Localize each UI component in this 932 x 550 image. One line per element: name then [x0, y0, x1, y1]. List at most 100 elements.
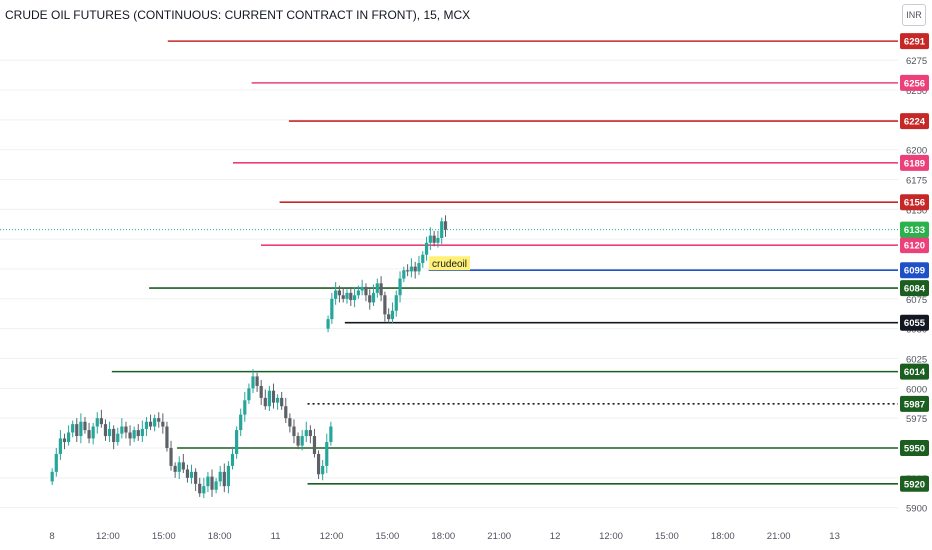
price-tag-bg	[900, 439, 929, 456]
candle	[326, 315, 330, 333]
candle	[50, 468, 54, 485]
price-tag-bg	[900, 314, 929, 331]
candle-body	[383, 295, 387, 315]
candle	[194, 468, 198, 491]
price-tag-label: 6099	[904, 266, 925, 277]
candle-body	[247, 388, 251, 401]
price-tag-bg	[900, 33, 929, 50]
price-tag-bg	[900, 237, 929, 254]
candle	[428, 227, 432, 250]
candle	[304, 421, 308, 443]
candle	[251, 369, 255, 394]
currency-button[interactable]: INR	[902, 4, 926, 26]
price-tag-label: 6084	[904, 284, 926, 295]
price-tag-bg	[900, 154, 929, 171]
candle-body	[71, 424, 75, 433]
candle-body	[424, 242, 429, 255]
candle	[91, 422, 95, 445]
price-tag-6156: 6156	[900, 194, 929, 211]
candle-body	[75, 424, 79, 437]
x-tick-label: 13	[829, 531, 840, 542]
price-tag-bg	[900, 395, 929, 412]
candle	[230, 446, 235, 470]
candle	[394, 290, 398, 317]
candle-body	[413, 266, 417, 272]
candle	[83, 416, 87, 434]
x-tick-label: 18:00	[431, 531, 455, 542]
candle-body	[296, 436, 300, 446]
candle-body	[325, 442, 329, 466]
candle	[413, 261, 417, 279]
candle-body	[83, 421, 87, 431]
price-tag-6133: 6133	[900, 221, 929, 238]
price-tag-label: 6014	[904, 367, 926, 378]
x-tick-label: 15:00	[655, 531, 679, 542]
price-tag-bg	[900, 280, 929, 297]
candle-body	[132, 430, 136, 439]
candle	[247, 383, 251, 404]
candle-body	[153, 418, 157, 427]
price-tag-6256: 6256	[900, 74, 929, 91]
candle	[417, 255, 421, 275]
candle-body	[321, 465, 325, 475]
candle	[383, 291, 387, 322]
candle-body	[107, 428, 112, 437]
candle-body	[379, 283, 383, 296]
candle	[398, 271, 402, 303]
candle	[325, 433, 329, 474]
candle	[128, 425, 132, 446]
candle-body	[169, 447, 173, 466]
candle-body	[417, 263, 421, 272]
price-tag-label: 6133	[904, 225, 925, 236]
candle	[329, 421, 333, 446]
candle-body	[345, 292, 349, 299]
candle	[210, 469, 214, 497]
candle-body	[436, 237, 440, 243]
candle	[148, 414, 153, 431]
candle	[421, 251, 425, 268]
candle-body	[161, 421, 165, 427]
time-axis[interactable]: 8 12:00 15:00 18:00 11 12:00 15:00 18:00 21:00 12…	[49, 531, 840, 542]
price-tag-bg	[900, 262, 929, 279]
candle-body	[222, 471, 226, 487]
candle-body	[356, 290, 360, 296]
candle-body	[330, 298, 334, 320]
price-tag-label: 5987	[904, 399, 925, 410]
y-tick-label: 6200	[906, 146, 927, 157]
candle-body	[54, 453, 58, 472]
candle-body	[308, 430, 312, 437]
candle-body	[375, 283, 379, 293]
candle	[312, 428, 317, 458]
price-tag-label: 6256	[904, 78, 925, 89]
candle-body	[409, 266, 414, 272]
candle	[371, 284, 376, 307]
y-tick-label: 6250	[906, 86, 927, 97]
candle	[316, 450, 321, 480]
x-tick-label: 11	[271, 531, 281, 542]
candle	[288, 413, 292, 433]
x-tick-label: 21:00	[767, 531, 791, 542]
candle	[189, 464, 194, 484]
candle-body	[284, 406, 288, 419]
candle-body	[267, 390, 271, 407]
candle	[161, 413, 165, 434]
candle-body	[263, 397, 267, 407]
candle	[87, 422, 91, 444]
candle-body	[210, 476, 214, 490]
price-tag-label: 6156	[904, 198, 925, 209]
candle	[112, 425, 116, 450]
candle	[116, 427, 120, 446]
candle-body	[58, 438, 62, 454]
candle	[337, 285, 342, 303]
candle-body	[443, 221, 448, 230]
candle	[364, 283, 368, 302]
candle	[95, 412, 99, 434]
candle-body	[280, 397, 284, 407]
candle	[66, 425, 71, 446]
candle	[218, 465, 222, 487]
candle-body	[230, 453, 235, 466]
candle-body	[99, 418, 103, 425]
price-tag-label: 5920	[904, 479, 925, 490]
candle	[267, 385, 271, 412]
